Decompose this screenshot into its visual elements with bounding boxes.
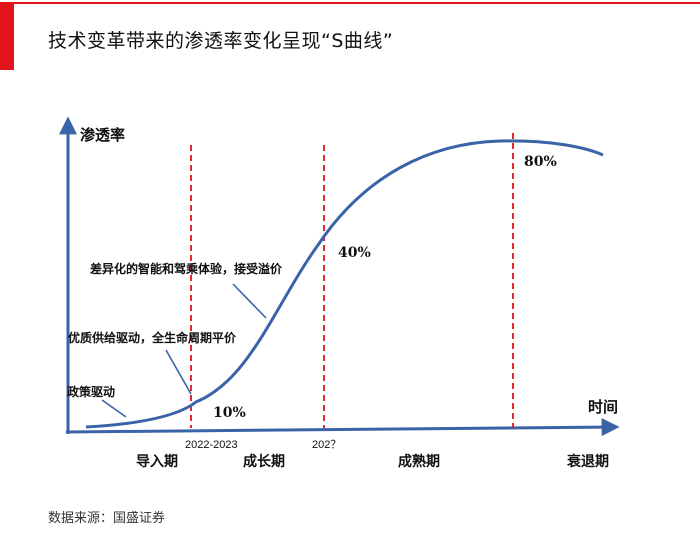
milestone-10: 10% [213, 405, 246, 421]
annotation-policy-driven: 政策驱动 [67, 384, 115, 399]
title-accent-bar [0, 4, 14, 70]
milestone-40: 40% [338, 245, 371, 261]
x-axis-label: 时间 [588, 398, 618, 416]
x-axis [65, 418, 620, 437]
stage-decline: 衰退期 [566, 453, 609, 470]
annotation-supply-driven: 优质供给驱动，全生命周期平价 [68, 330, 237, 345]
stage-maturity: 成熟期 [398, 453, 440, 470]
stage-growth: 成长期 [243, 453, 285, 470]
page-title: 技术变革带来的渗透率变化呈现“S曲线” [48, 30, 394, 52]
milestone-80: 80% [524, 154, 557, 170]
annotation-leader-1 [101, 399, 127, 418]
annotation-premium-experience: 差异化的智能和驾乘体验，接受溢价 [89, 261, 283, 276]
annotation-leader-2 [165, 349, 192, 395]
divider-year-1: 2022-2023 [185, 439, 238, 451]
divider-year-2: 202？ [312, 439, 341, 451]
data-source: 数据来源：国盛证券 [48, 511, 166, 526]
stage-introduction: 导入期 [136, 454, 178, 470]
y-axis-label: 渗透率 [80, 126, 125, 144]
s-curve [85, 139, 604, 429]
annotation-leader-3 [232, 283, 267, 319]
top-rule [0, 2, 700, 4]
